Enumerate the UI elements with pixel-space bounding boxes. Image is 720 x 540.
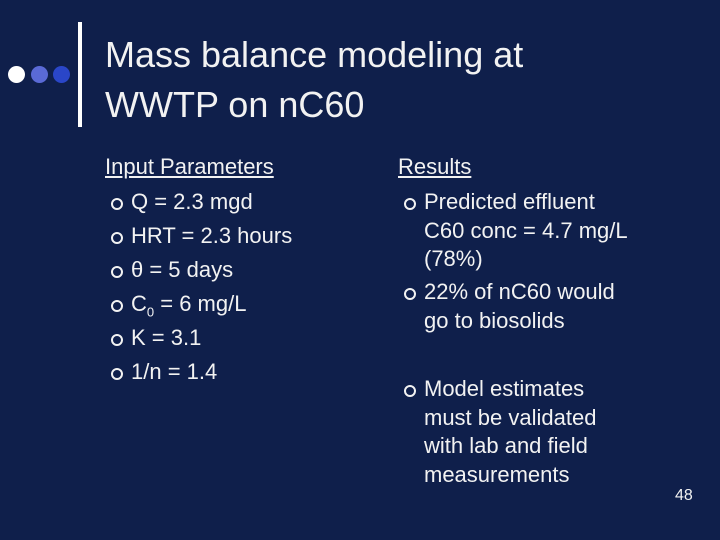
page-number: 48: [675, 487, 693, 504]
list-item-line: with lab and field: [424, 433, 588, 458]
list-item: θ = 5 days: [131, 257, 234, 282]
list-item-line: Model estimates: [424, 376, 585, 401]
list-item-line: C60 conc = 4.7 mg/L: [424, 217, 628, 243]
bullet: [111, 198, 123, 210]
bullet: [111, 300, 123, 312]
decor-dot: [31, 66, 48, 83]
bullet: [404, 288, 416, 300]
title-line: WWTP on nC60: [105, 84, 365, 125]
bullet: [404, 385, 416, 397]
decor-dot: [53, 66, 70, 83]
list-item-line: (78%): [424, 246, 483, 271]
list-item: K = 3.1: [131, 325, 202, 350]
heading-text: Results: [398, 154, 472, 179]
list-item: Q = 2.3 mgd: [131, 189, 253, 214]
list-item-line: Predicted effluent: [424, 189, 595, 214]
left-heading: Input Parameters: [105, 153, 274, 181]
decor-dot: [8, 66, 25, 83]
heading-text: Input Parameters: [105, 154, 274, 179]
item-text: C: [131, 291, 147, 316]
list-item-line: measurements: [424, 461, 570, 487]
list-item-line: must be validated: [424, 404, 597, 430]
title-line: Mass balance modeling at: [105, 34, 524, 75]
bullet: [111, 334, 123, 346]
list-item: C0 = 6 mg/L: [131, 290, 246, 326]
decor-bar: [78, 22, 82, 127]
bullet: [111, 368, 123, 380]
subscript: 0: [146, 304, 155, 320]
right-heading: Results: [398, 153, 471, 181]
bullet: [404, 198, 416, 210]
list-item-line: go to biosolids: [424, 307, 565, 333]
list-item-line: 22% of nC60 would: [424, 279, 615, 304]
list-item: 1/n = 1.4: [131, 359, 218, 384]
bullet: [111, 266, 123, 278]
list-item: HRT = 2.3 hours: [131, 223, 293, 248]
item-text: = 6 mg/L: [154, 291, 247, 316]
bullet: [111, 232, 123, 244]
